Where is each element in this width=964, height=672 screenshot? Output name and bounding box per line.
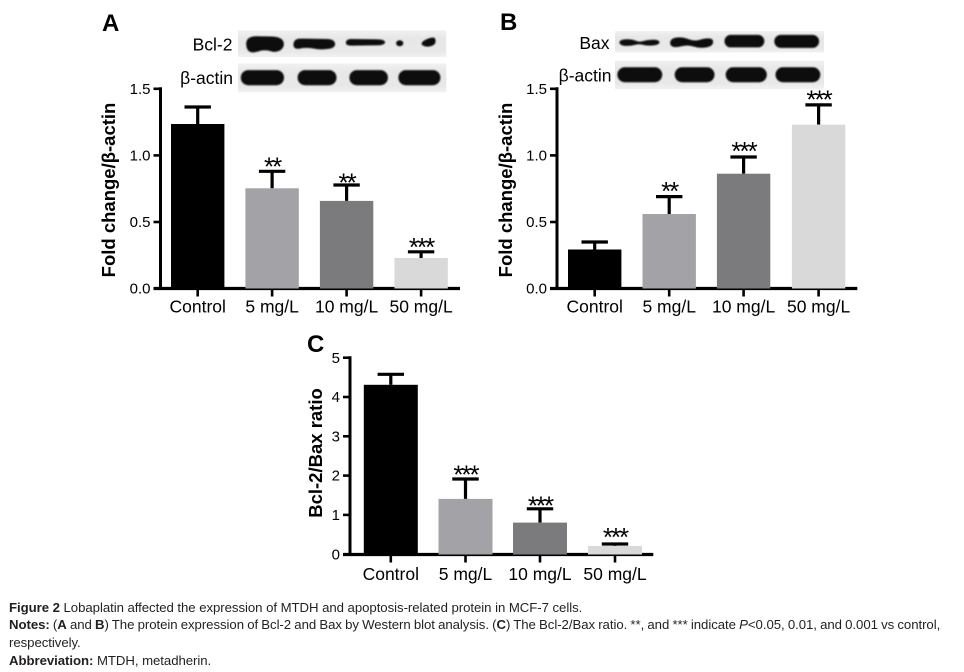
svg-text:Bax: Bax xyxy=(579,33,609,53)
svg-text:5: 5 xyxy=(332,350,340,367)
svg-text:***: *** xyxy=(528,490,554,520)
svg-text:C: C xyxy=(307,331,324,358)
svg-text:***: *** xyxy=(731,136,757,166)
svg-text:B: B xyxy=(500,9,517,36)
svg-text:5 mg/L: 5 mg/L xyxy=(439,564,493,584)
svg-text:50 mg/L: 50 mg/L xyxy=(583,564,646,584)
svg-text:Fold change/β-actin: Fold change/β-actin xyxy=(98,103,119,278)
svg-text:Control: Control xyxy=(566,297,622,317)
svg-text:50 mg/L: 50 mg/L xyxy=(389,297,452,317)
svg-text:**: ** xyxy=(264,152,282,182)
svg-text:10 mg/L: 10 mg/L xyxy=(508,564,571,584)
svg-text:10 mg/L: 10 mg/L xyxy=(315,297,378,317)
svg-text:0.0: 0.0 xyxy=(130,281,151,298)
svg-text:1.0: 1.0 xyxy=(130,148,151,165)
svg-text:***: *** xyxy=(603,522,629,552)
svg-text:5 mg/L: 5 mg/L xyxy=(245,297,299,317)
svg-text:Bcl-2: Bcl-2 xyxy=(193,35,233,55)
svg-text:β-actin: β-actin xyxy=(180,68,233,88)
svg-text:0.5: 0.5 xyxy=(526,214,547,231)
svg-text:10 mg/L: 10 mg/L xyxy=(712,297,775,317)
svg-text:1.5: 1.5 xyxy=(130,81,151,98)
svg-text:Fold change/β-actin: Fold change/β-actin xyxy=(495,103,516,278)
svg-text:Bcl-2/Bax ratio: Bcl-2/Bax ratio xyxy=(305,388,326,518)
svg-text:***: *** xyxy=(806,84,832,114)
svg-text:Control: Control xyxy=(363,564,419,584)
svg-text:β-actin: β-actin xyxy=(559,66,612,86)
svg-text:3: 3 xyxy=(332,428,340,445)
svg-text:50 mg/L: 50 mg/L xyxy=(787,297,850,317)
svg-text:**: ** xyxy=(661,176,679,206)
svg-text:2: 2 xyxy=(332,468,340,485)
svg-text:***: *** xyxy=(409,232,435,262)
svg-text:Control: Control xyxy=(169,297,225,317)
svg-text:5 mg/L: 5 mg/L xyxy=(642,297,696,317)
svg-text:A: A xyxy=(102,10,119,37)
svg-text:1.5: 1.5 xyxy=(526,81,547,98)
svg-text:0: 0 xyxy=(332,547,340,564)
svg-text:**: ** xyxy=(338,167,356,197)
svg-text:1: 1 xyxy=(332,507,340,524)
svg-text:***: *** xyxy=(453,460,479,490)
svg-text:0.5: 0.5 xyxy=(130,214,151,231)
svg-text:4: 4 xyxy=(332,389,340,406)
svg-text:1.0: 1.0 xyxy=(526,148,547,165)
svg-text:0.0: 0.0 xyxy=(526,281,547,298)
